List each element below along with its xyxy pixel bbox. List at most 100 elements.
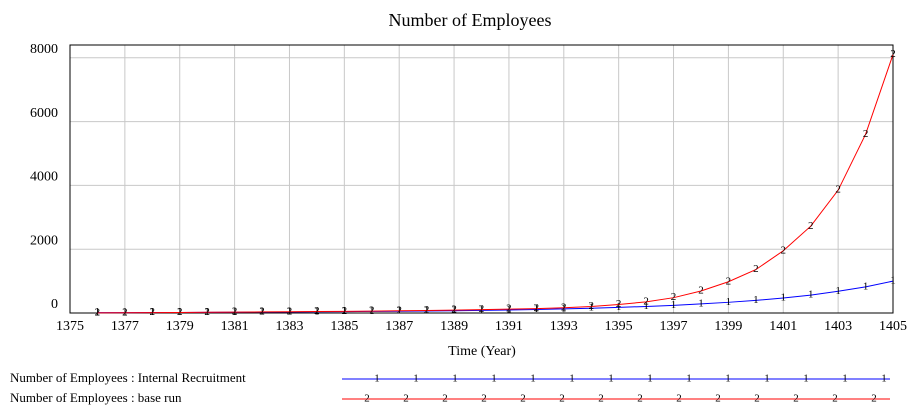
point-marker: 2 [232, 306, 238, 318]
legend-marker: 2 [442, 393, 448, 405]
legend-marker: 1 [569, 373, 575, 385]
point-marker: 1 [616, 301, 622, 313]
point-marker: 2 [177, 306, 183, 318]
x-tick-label: 1403 [824, 319, 852, 334]
legend-marker: 2 [754, 393, 760, 405]
x-tick-label: 1375 [56, 319, 84, 334]
y-tick-label: 0 [51, 297, 58, 312]
point-marker: 1 [122, 306, 128, 318]
legend-marker: 2 [364, 393, 370, 405]
point-marker: 1 [753, 294, 759, 306]
legend-marker: 2 [520, 393, 526, 405]
point-marker: 2 [506, 303, 512, 315]
y-tick-label: 2000 [30, 233, 58, 248]
point-marker: 2 [643, 295, 649, 307]
x-tick-label: 1401 [769, 319, 797, 334]
point-marker: 1 [150, 306, 156, 318]
legend-marker: 1 [881, 373, 887, 385]
x-tick-label: 1385 [330, 319, 358, 334]
legend-marker: 1 [413, 373, 419, 385]
chart-title: Number of Employees [389, 10, 552, 30]
point-marker: 2 [369, 305, 375, 317]
point-marker: 1 [890, 275, 896, 287]
point-marker: 2 [808, 220, 814, 232]
y-tick-label: 6000 [30, 106, 58, 121]
point-marker: 2 [479, 303, 485, 315]
x-tick-label: 1379 [166, 319, 194, 334]
point-marker: 1 [561, 302, 567, 314]
y-tick-label: 8000 [30, 42, 58, 57]
legend-marker: 1 [803, 373, 809, 385]
x-axis-label: Time (Year) [448, 344, 516, 359]
legend-marker: 2 [832, 393, 838, 405]
legend-marker: 2 [637, 393, 643, 405]
x-tick-label: 1399 [714, 319, 742, 334]
legend-marker: 1 [725, 373, 731, 385]
legend-label: Number of Employees : Internal Recruitme… [10, 370, 246, 385]
legend-marker: 2 [481, 393, 487, 405]
point-marker: 2 [534, 302, 540, 314]
legend-marker: 1 [374, 373, 380, 385]
legend-marker: 1 [491, 373, 497, 385]
legend-marker: 1 [842, 373, 848, 385]
point-marker: 1 [835, 285, 841, 297]
legend-marker: 2 [598, 393, 604, 405]
legend-marker: 2 [793, 393, 799, 405]
legend-marker: 2 [676, 393, 682, 405]
point-marker: 2 [259, 305, 265, 317]
legend-marker: 2 [559, 393, 565, 405]
point-marker: 2 [95, 306, 101, 318]
point-marker: 2 [753, 263, 759, 275]
point-marker: 2 [122, 306, 128, 318]
x-tick-label: 1377 [111, 319, 139, 334]
point-marker: 2 [396, 304, 402, 316]
x-tick-label: 1389 [440, 319, 468, 334]
legend-marker: 1 [608, 373, 614, 385]
x-tick-label: 1381 [221, 319, 249, 334]
point-marker: 2 [863, 128, 869, 140]
point-marker: 2 [561, 301, 567, 313]
point-marker: 1 [95, 306, 101, 318]
legend-marker: 1 [530, 373, 536, 385]
point-marker: 1 [698, 297, 704, 309]
point-marker: 1 [643, 300, 649, 312]
legend-marker: 1 [686, 373, 692, 385]
legend-marker: 1 [647, 373, 653, 385]
series-line [97, 54, 894, 314]
point-marker: 2 [890, 48, 896, 60]
point-marker: 2 [451, 304, 457, 316]
point-marker: 2 [835, 184, 841, 196]
x-tick-label: 1393 [550, 319, 578, 334]
point-marker: 1 [671, 299, 677, 311]
x-tick-label: 1387 [385, 319, 413, 334]
x-tick-label: 1405 [879, 319, 907, 334]
x-tick-label: 1383 [275, 319, 303, 334]
point-marker: 2 [150, 306, 156, 318]
x-tick-label: 1395 [605, 319, 633, 334]
x-tick-label: 1391 [495, 319, 523, 334]
point-marker: 2 [698, 285, 704, 297]
point-marker: 1 [781, 292, 787, 304]
point-marker: 2 [726, 275, 732, 287]
y-tick-label: 4000 [30, 170, 58, 185]
point-marker: 1 [588, 302, 594, 314]
point-marker: 2 [342, 305, 348, 317]
legend-marker: 2 [715, 393, 721, 405]
point-marker: 2 [287, 305, 293, 317]
legend-marker: 2 [871, 393, 877, 405]
point-marker: 1 [863, 280, 869, 292]
point-marker: 2 [616, 298, 622, 310]
point-marker: 2 [424, 304, 430, 316]
legend-marker: 1 [452, 373, 458, 385]
point-marker: 2 [204, 306, 210, 318]
point-marker: 2 [781, 244, 787, 256]
point-marker: 1 [808, 289, 814, 301]
legend-label: Number of Employees : base run [10, 390, 182, 405]
x-tick-label: 1397 [660, 319, 688, 334]
series-line [97, 280, 894, 314]
legend-marker: 2 [403, 393, 409, 405]
point-marker: 2 [314, 305, 320, 317]
legend-marker: 1 [764, 373, 770, 385]
plot-frame [69, 44, 894, 314]
